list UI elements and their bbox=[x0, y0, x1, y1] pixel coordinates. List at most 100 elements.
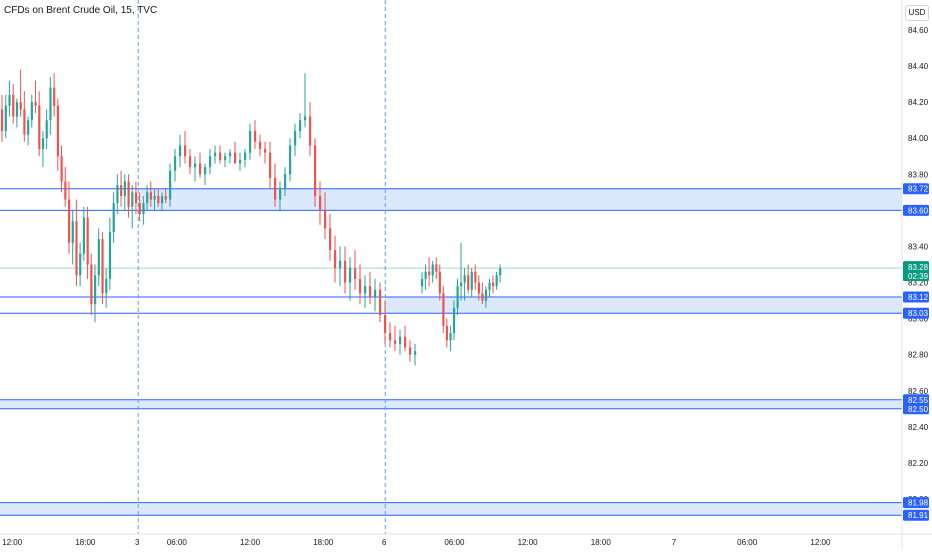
level-label-bg bbox=[903, 497, 929, 509]
candle-body bbox=[4, 105, 7, 132]
x-tick-label: 18:00 bbox=[75, 538, 96, 547]
candle-body bbox=[131, 192, 134, 207]
candle-body bbox=[445, 325, 449, 341]
candle-body bbox=[299, 120, 302, 132]
candle-body bbox=[456, 286, 459, 308]
zones-layer bbox=[0, 188, 902, 516]
candle-body bbox=[204, 167, 207, 175]
chart-title: CFDs on Brent Crude Oil, 15, TVC bbox=[4, 5, 158, 16]
candle-body bbox=[394, 340, 397, 344]
zone-fill bbox=[384, 296, 902, 314]
candle-body bbox=[199, 163, 202, 175]
y-tick-label: 82.20 bbox=[908, 459, 929, 468]
candle-body bbox=[160, 195, 164, 204]
candle-body bbox=[374, 289, 377, 297]
candle-body bbox=[157, 195, 160, 204]
candle-body bbox=[75, 221, 78, 276]
candles-layer bbox=[1, 69, 502, 366]
x-tick-label: 06:00 bbox=[167, 538, 188, 547]
candle-body bbox=[219, 152, 222, 160]
candle-body bbox=[474, 271, 477, 283]
x-tick-label: 12:00 bbox=[518, 538, 539, 547]
candle-body bbox=[379, 289, 382, 316]
y-tick-label: 83.20 bbox=[908, 279, 929, 288]
candle-body bbox=[67, 199, 71, 243]
candle-body bbox=[359, 278, 362, 294]
level-label: 83.03 bbox=[908, 309, 929, 318]
level-label-bg bbox=[903, 183, 929, 195]
candle-body bbox=[274, 177, 277, 200]
candle-body bbox=[492, 282, 495, 287]
candle-body bbox=[339, 260, 342, 269]
candle-body bbox=[424, 271, 427, 279]
candle-body bbox=[1, 109, 4, 132]
candle-body bbox=[90, 264, 93, 305]
candle-body bbox=[146, 192, 149, 204]
candle-body bbox=[214, 152, 217, 157]
candle-body bbox=[101, 239, 104, 294]
candle-body bbox=[153, 195, 156, 200]
candle-body bbox=[384, 315, 387, 334]
candle-body bbox=[449, 333, 452, 341]
candle-body bbox=[23, 109, 26, 135]
candle-body bbox=[229, 152, 232, 157]
candle-body bbox=[344, 260, 347, 283]
x-tick-label: 06:00 bbox=[737, 538, 758, 547]
zone-fill bbox=[0, 399, 902, 409]
candle-body bbox=[324, 210, 327, 229]
candle-body bbox=[27, 120, 30, 135]
candle-body bbox=[279, 188, 282, 200]
level-label: 82.50 bbox=[908, 405, 929, 414]
y-tick-label: 84.60 bbox=[908, 26, 929, 35]
candle-body bbox=[269, 152, 272, 178]
level-label: 81.98 bbox=[908, 499, 929, 508]
level-label-bg bbox=[903, 394, 929, 406]
candle-body bbox=[189, 156, 192, 168]
candle-body bbox=[184, 145, 187, 157]
y-tick-label: 84.20 bbox=[908, 98, 929, 107]
candle-body bbox=[82, 217, 86, 254]
candle-body bbox=[209, 156, 212, 168]
level-label: 83.60 bbox=[908, 206, 929, 215]
candle-body bbox=[86, 217, 89, 265]
candle-body bbox=[477, 282, 480, 294]
candle-body bbox=[435, 264, 438, 272]
candle-body bbox=[314, 145, 317, 196]
currency-button[interactable]: USD bbox=[905, 5, 929, 21]
candle-body bbox=[244, 152, 247, 160]
candle-body bbox=[127, 181, 130, 207]
candle-body bbox=[421, 278, 424, 287]
candle-body bbox=[60, 156, 63, 182]
candle-body bbox=[334, 250, 337, 269]
candle-body bbox=[12, 94, 15, 117]
candle-body bbox=[174, 156, 177, 171]
candle-body bbox=[108, 232, 112, 279]
candle-body bbox=[239, 159, 242, 164]
candle-body bbox=[179, 145, 182, 157]
candle-body bbox=[79, 253, 82, 276]
candle-body bbox=[116, 185, 119, 204]
candle-body bbox=[8, 94, 11, 106]
gridlines bbox=[0, 0, 902, 534]
candle-body bbox=[15, 102, 19, 117]
candle-body bbox=[409, 347, 412, 355]
level-label-bg bbox=[903, 403, 929, 415]
candle-body bbox=[428, 271, 431, 276]
candle-body bbox=[38, 105, 41, 150]
x-tick-label: 3 bbox=[135, 538, 140, 547]
x-tick-label: 18:00 bbox=[591, 538, 612, 547]
candle-body bbox=[149, 192, 152, 200]
last-price-label-bg bbox=[903, 261, 929, 282]
candle-body bbox=[134, 192, 138, 204]
candle-body bbox=[105, 278, 108, 294]
level-label-bg bbox=[903, 307, 929, 319]
candle-body bbox=[64, 181, 67, 200]
level-label: 83.72 bbox=[908, 185, 929, 194]
y-tick-label: 83.40 bbox=[908, 242, 929, 251]
candle-body bbox=[224, 156, 227, 160]
x-tick-label: 12:00 bbox=[810, 538, 831, 547]
x-tick-label: 06:00 bbox=[444, 538, 465, 547]
